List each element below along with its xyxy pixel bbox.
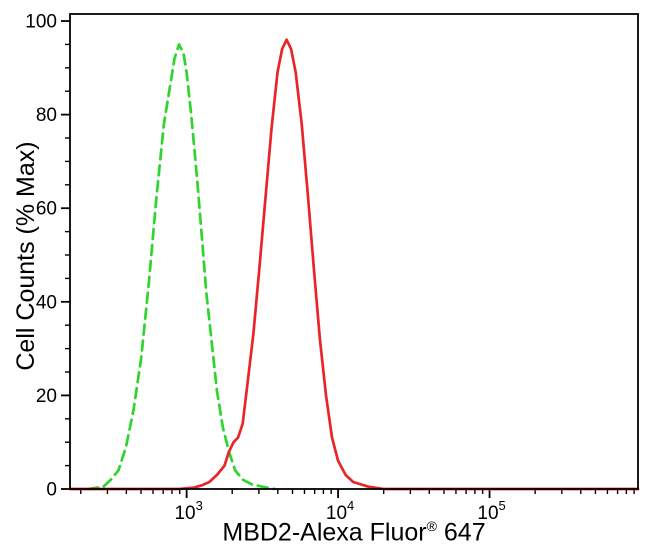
series-mbd2-stained bbox=[68, 38, 640, 491]
x-axis-title-suffix: 647 bbox=[436, 518, 486, 547]
y-tick-label: 0 bbox=[46, 480, 57, 501]
x-axis-title-main: MBD2-Alexa Fluor bbox=[222, 518, 427, 547]
y-tick-label: 100 bbox=[25, 12, 57, 33]
y-tick-label: 60 bbox=[36, 199, 57, 220]
registered-trademark-symbol: ® bbox=[426, 518, 437, 534]
y-tick-label: 80 bbox=[36, 105, 57, 126]
y-tick-label: 20 bbox=[36, 386, 57, 407]
series-negative-control bbox=[86, 43, 276, 491]
plot-border bbox=[69, 13, 639, 490]
x-axis-title: MBD2-Alexa Fluor® 647 bbox=[70, 518, 638, 547]
y-axis-title: Cell Counts (% Max) bbox=[12, 141, 40, 371]
y-tick-label: 40 bbox=[36, 292, 57, 313]
